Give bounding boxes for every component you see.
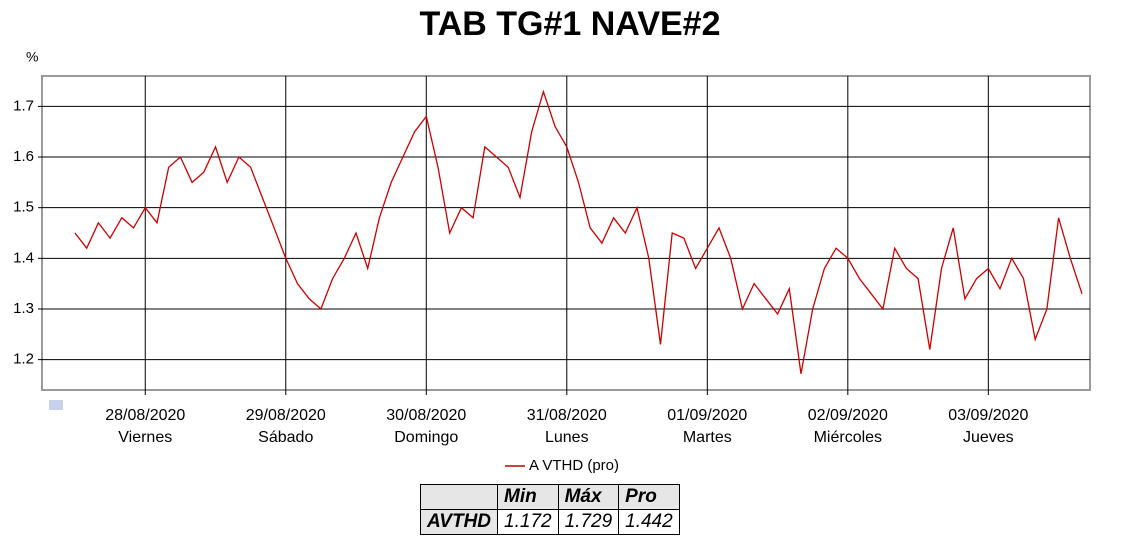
x-tick-label: 03/09/2020 [948, 407, 1028, 424]
x-tick-sublabel: Martes [683, 429, 732, 446]
x-tick-sublabel: Lunes [545, 429, 589, 446]
y-axis-label: % [26, 49, 38, 65]
table-corner [419, 484, 499, 510]
x-tick-label: 30/08/2020 [386, 407, 466, 424]
x-tick-label: 28/08/2020 [105, 407, 185, 424]
x-tick-sublabel: Domingo [394, 429, 458, 446]
y-tick-label: 1.2 [13, 351, 34, 368]
chart-title: TAB TG#1 NAVE#2 [419, 5, 720, 43]
table-cell: 1.729 [557, 509, 620, 535]
legend-label: A VTHD (pro) [529, 457, 619, 474]
y-tick-label: 1.3 [13, 300, 34, 317]
x-tick-sublabel: Sábado [258, 429, 313, 446]
icon [49, 400, 63, 410]
x-tick-label: 01/09/2020 [667, 407, 747, 424]
x-tick-label: 31/08/2020 [527, 407, 607, 424]
table-header: Pro [618, 484, 680, 510]
table-header: Máx [557, 484, 620, 510]
y-tick-label: 1.6 [13, 148, 34, 165]
y-tick-label: 1.7 [13, 97, 34, 114]
stats-table: Min Máx Pro AVTHD 1.172 1.729 1.442 [419, 484, 680, 535]
x-tick-label: 02/09/2020 [808, 407, 888, 424]
plot-area [41, 75, 1091, 391]
y-tick-label: 1.4 [13, 249, 34, 266]
y-tick-label: 1.5 [13, 199, 34, 216]
x-tick-sublabel: Viernes [118, 429, 172, 446]
x-tick-label: 29/08/2020 [246, 407, 326, 424]
table-cell: 1.442 [618, 509, 680, 535]
table-header: Min [497, 484, 559, 510]
chart: TAB TG#1 NAVE#2 % 1.2 1.3 1.4 1.5 1.6 1.7 28/0… [13, 5, 1091, 474]
table-row-label: AVTHD [419, 509, 499, 535]
x-tick-sublabel: Jueves [963, 429, 1014, 446]
series-line [74, 89, 1083, 374]
table-cell: 1.172 [497, 509, 559, 535]
x-tick-sublabel: Miércoles [814, 429, 882, 446]
